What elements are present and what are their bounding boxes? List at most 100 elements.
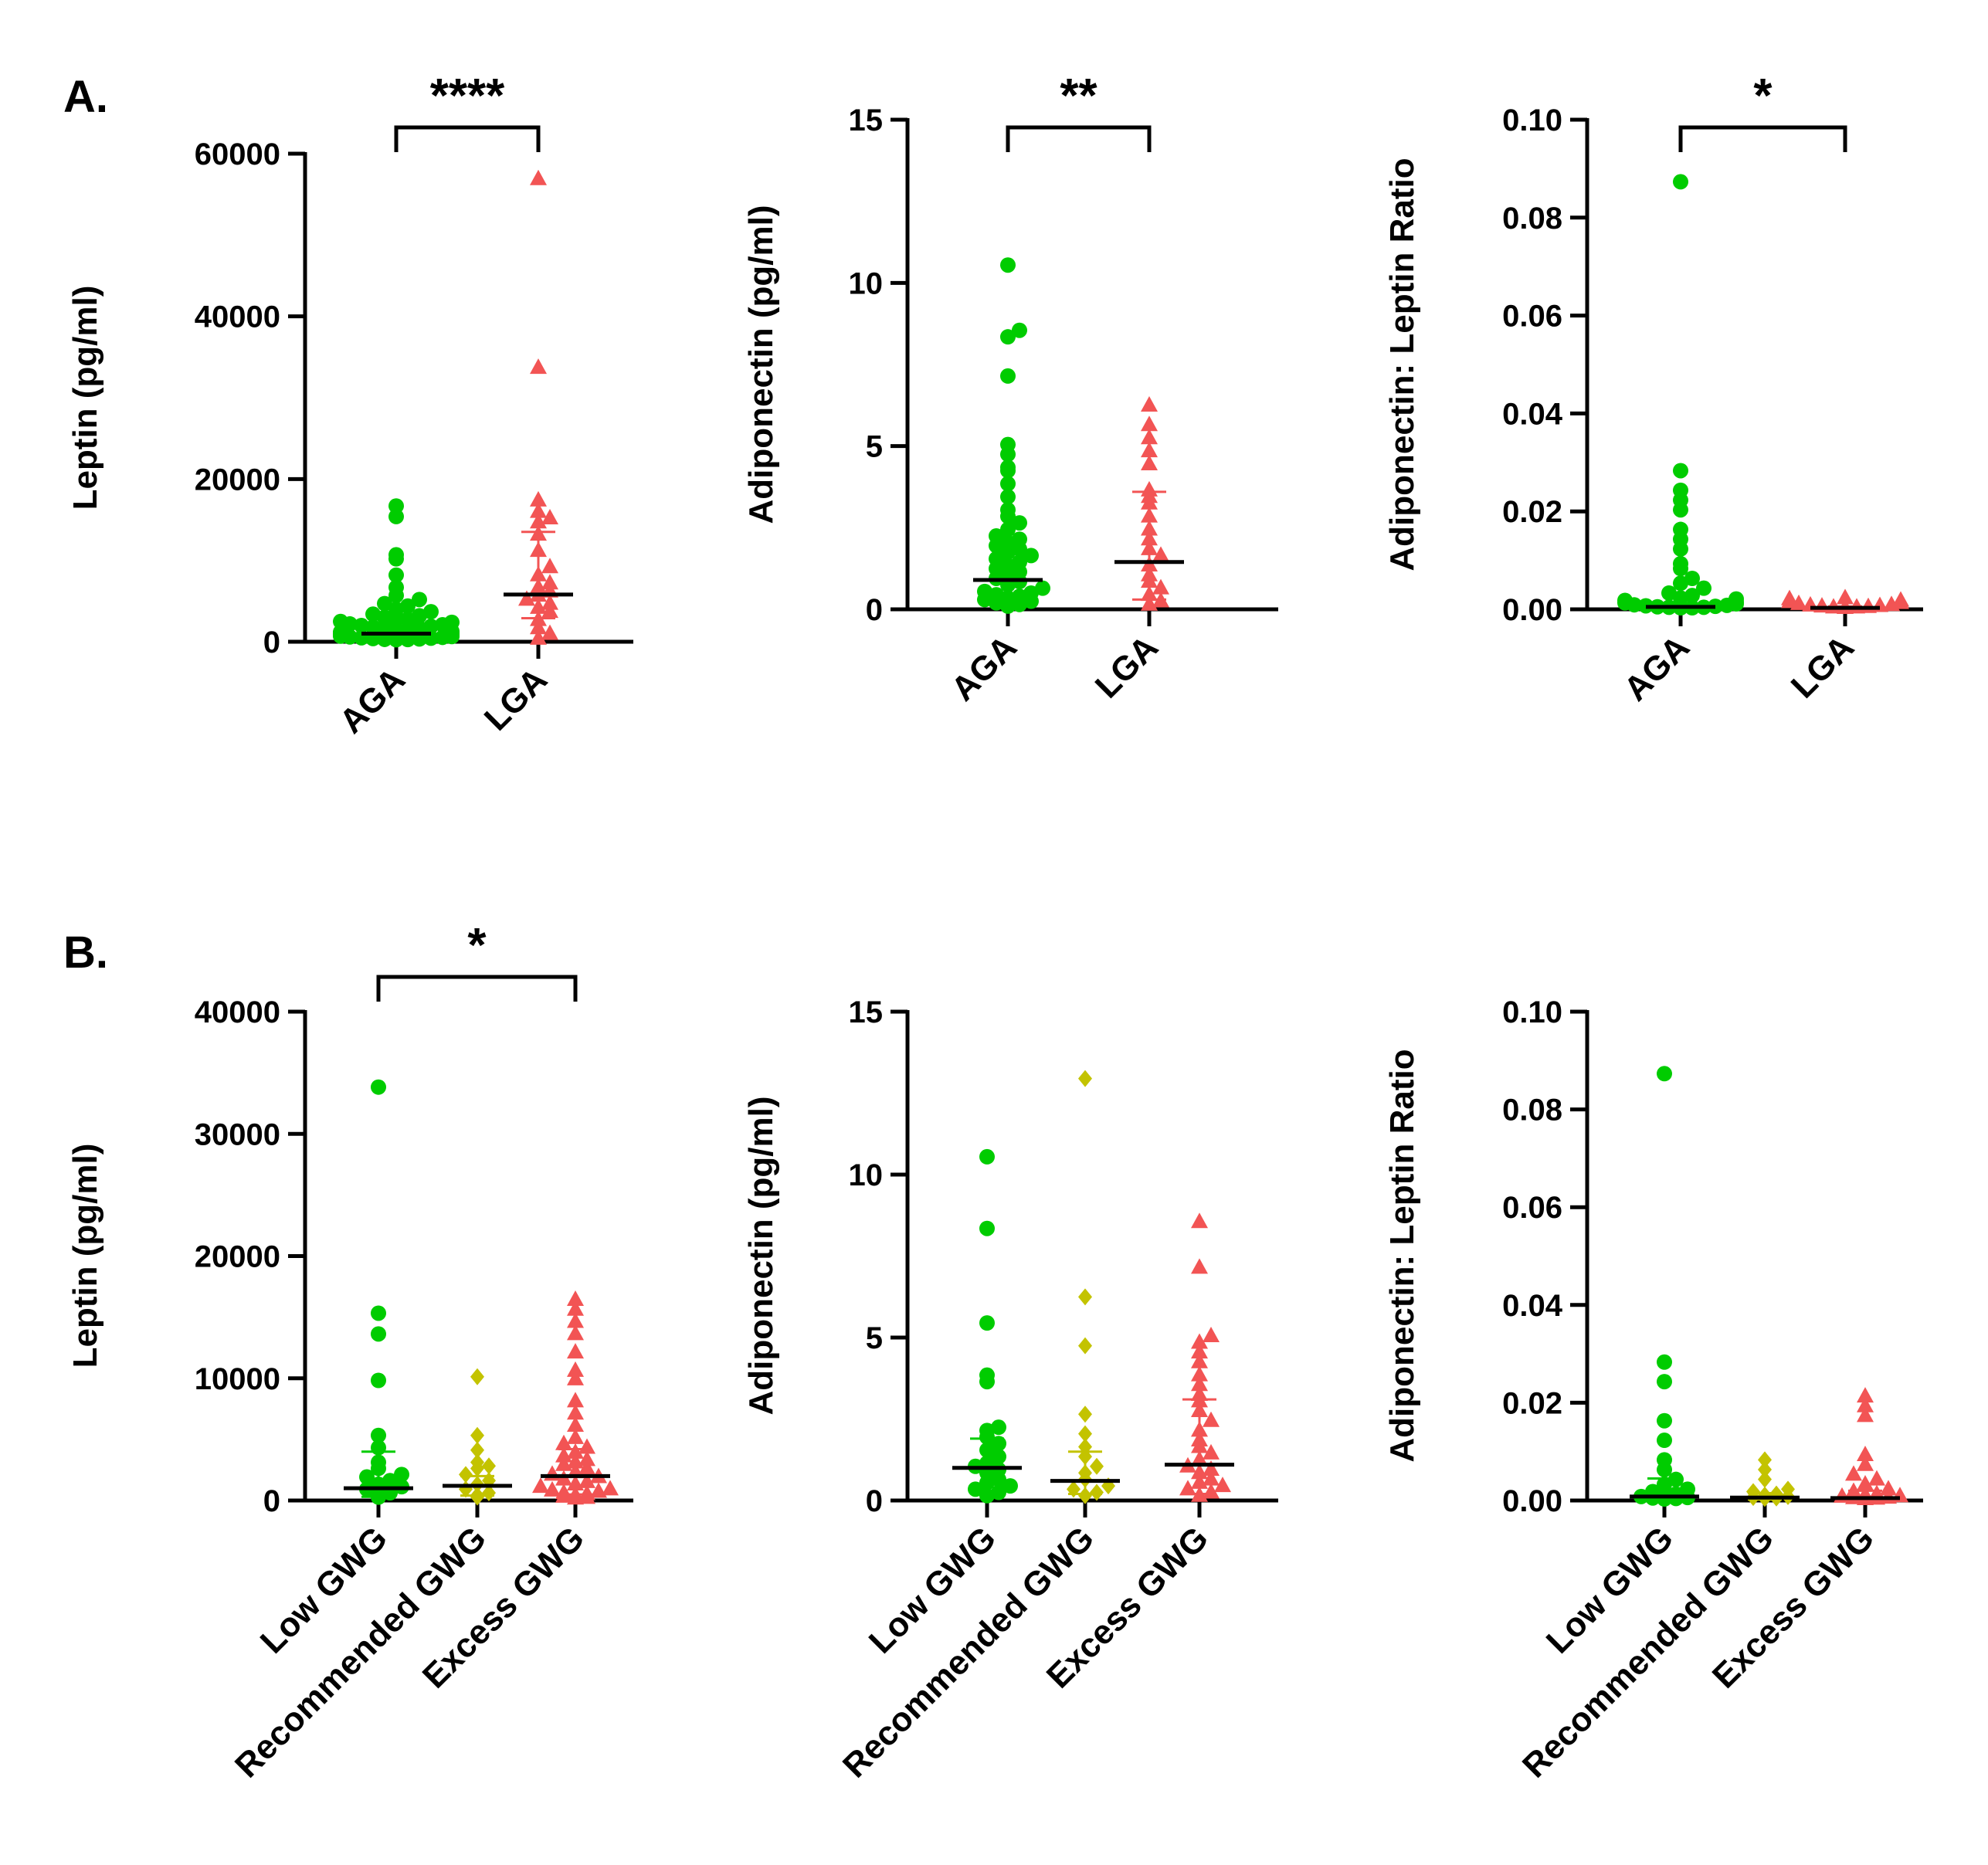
data-point xyxy=(1000,502,1016,518)
data-point xyxy=(1657,1374,1672,1390)
y-tick-label: 0 xyxy=(263,1484,280,1518)
data-point xyxy=(1191,1352,1208,1368)
data-point xyxy=(388,567,404,583)
data-point xyxy=(1696,580,1712,596)
data-point xyxy=(567,1290,584,1307)
data-point xyxy=(1078,1070,1092,1087)
x-tick-label: LGA xyxy=(1088,628,1165,705)
y-axis-label: Leptin (pg/ml) xyxy=(66,286,104,510)
y-tick-label: 0.06 xyxy=(1502,300,1562,334)
data-point xyxy=(1758,1451,1772,1469)
data-point xyxy=(1673,521,1688,537)
data-point xyxy=(394,1467,409,1483)
data-point xyxy=(1000,534,1016,551)
y-tick-label: 10000 xyxy=(195,1362,280,1396)
data-point xyxy=(359,1469,375,1485)
data-point xyxy=(470,1441,484,1459)
data-point xyxy=(1203,1411,1220,1427)
data-point xyxy=(567,1428,584,1444)
series-low-gwg xyxy=(344,1079,413,1505)
data-point xyxy=(1191,1212,1208,1229)
series-recommended-gwg xyxy=(1730,1451,1800,1507)
data-point xyxy=(979,1220,995,1236)
data-point xyxy=(1000,476,1016,492)
series-excess-gwg xyxy=(1165,1212,1234,1502)
data-point xyxy=(991,1449,1006,1465)
data-point xyxy=(1857,1387,1874,1403)
data-point xyxy=(412,592,427,608)
significance-label: ** xyxy=(1060,70,1097,123)
data-point xyxy=(1035,580,1050,596)
data-point xyxy=(1657,1066,1672,1082)
data-point xyxy=(567,1324,584,1341)
data-point xyxy=(1000,257,1016,273)
y-tick-label: 0.08 xyxy=(1502,1094,1562,1127)
data-point xyxy=(1023,548,1039,564)
data-point xyxy=(1012,322,1027,338)
data-point xyxy=(989,551,1004,567)
data-point xyxy=(1191,1258,1208,1274)
data-point xyxy=(1684,588,1700,604)
data-point xyxy=(459,1466,473,1484)
data-point xyxy=(1657,1412,1672,1429)
data-point xyxy=(530,629,547,645)
data-point xyxy=(578,1472,595,1488)
data-point xyxy=(541,509,558,524)
data-point xyxy=(423,604,439,620)
data-point xyxy=(470,1426,484,1444)
data-point xyxy=(1191,1365,1208,1382)
data-point xyxy=(1203,1460,1220,1477)
data-point xyxy=(1152,578,1169,595)
data-point xyxy=(1203,1327,1220,1342)
x-tick-label: LGA xyxy=(477,660,555,738)
data-point xyxy=(1857,1396,1874,1412)
x-tick-label: LGA xyxy=(1784,628,1861,705)
series-lga xyxy=(1781,588,1909,614)
data-point xyxy=(1152,546,1169,562)
data-point xyxy=(1673,555,1688,571)
series-recommended-gwg xyxy=(443,1368,512,1506)
data-point xyxy=(470,1453,484,1471)
y-tick-label: 10 xyxy=(849,266,884,300)
y-tick-label: 0.04 xyxy=(1502,397,1563,431)
series-lga xyxy=(504,169,573,645)
data-point xyxy=(482,1484,496,1502)
data-point xyxy=(1012,515,1027,531)
y-tick-label: 40000 xyxy=(195,995,280,1029)
y-tick-label: 0.08 xyxy=(1502,202,1562,236)
data-point xyxy=(578,1450,595,1467)
data-point xyxy=(333,613,348,629)
data-point xyxy=(1837,588,1854,605)
y-tick-label: 15 xyxy=(849,103,884,137)
data-point xyxy=(991,1419,1006,1436)
data-point xyxy=(1203,1443,1220,1460)
data-point xyxy=(1868,1470,1885,1486)
data-point xyxy=(388,579,404,595)
data-point xyxy=(567,1361,584,1377)
chart-a1: 0 20000 40000 60000 Leptin (pg/ml) AGA LGA **** xyxy=(66,70,633,741)
chart-a3: 0.00 0.02 0.04 0.06 0.08 0.10 Adiponectin: Lep… xyxy=(1383,70,1923,708)
y-axis-label: Adiponectin (pg/ml) xyxy=(742,1096,780,1415)
significance-label: * xyxy=(467,919,487,972)
y-tick-label: 60000 xyxy=(195,137,280,171)
data-point xyxy=(388,601,404,617)
significance-label: * xyxy=(1753,70,1773,123)
series-excess-gwg xyxy=(532,1290,619,1505)
data-point xyxy=(1673,174,1688,190)
series-aga xyxy=(333,498,460,648)
data-point xyxy=(371,1326,386,1342)
data-point xyxy=(1141,395,1158,412)
data-point xyxy=(518,590,535,606)
series-aga xyxy=(1617,174,1744,615)
data-point xyxy=(371,1305,386,1321)
y-tick-label: 5 xyxy=(866,430,883,464)
data-point xyxy=(1078,1487,1092,1504)
data-point xyxy=(371,1079,386,1095)
data-point xyxy=(1617,592,1633,609)
data-point xyxy=(388,547,404,563)
data-point xyxy=(991,1484,1006,1500)
data-point xyxy=(1758,1461,1772,1479)
data-point xyxy=(1684,570,1700,586)
